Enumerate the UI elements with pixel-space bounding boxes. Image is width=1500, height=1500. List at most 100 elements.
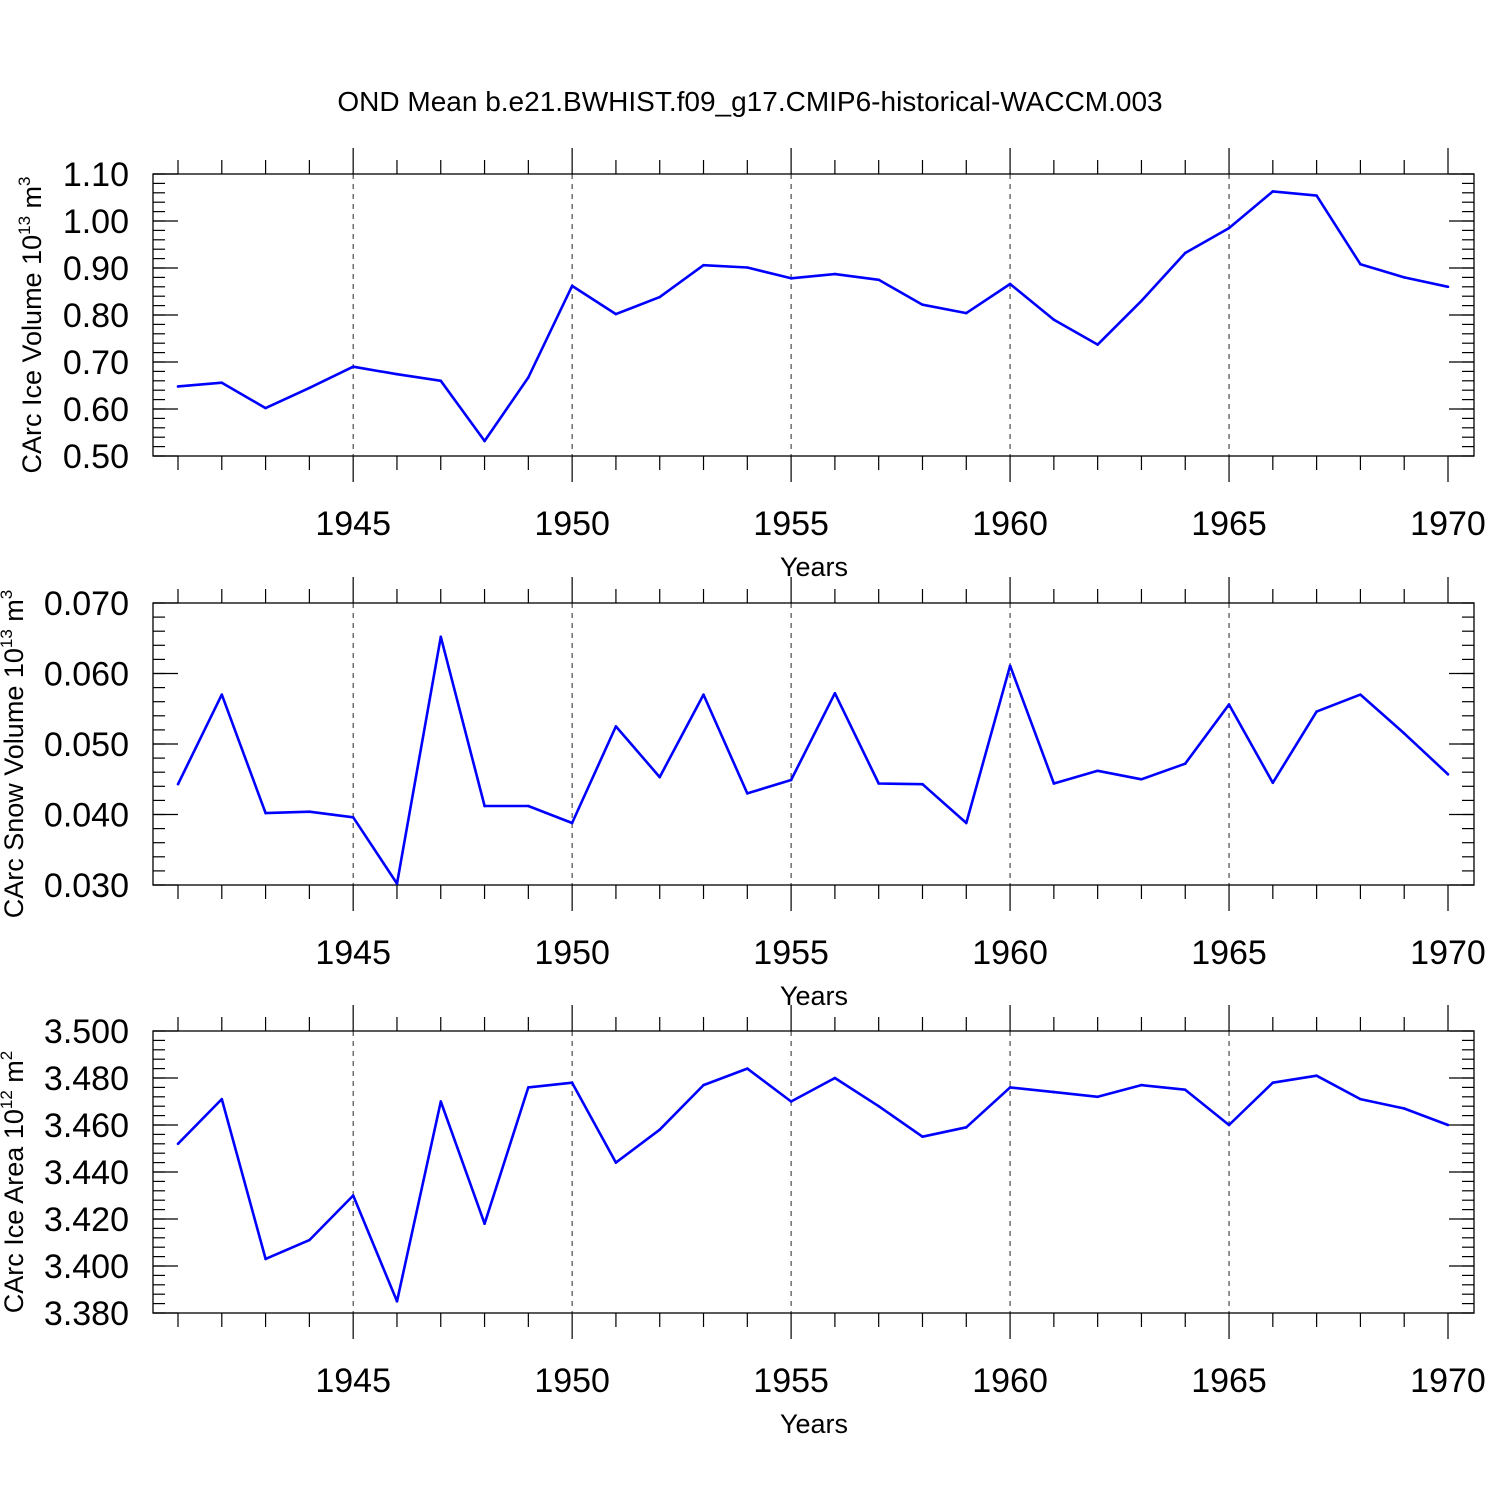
data-point [877, 782, 880, 785]
data-point [833, 272, 837, 276]
series-line-snow-volume [176, 635, 1449, 885]
data-point [1096, 769, 1099, 773]
data-point [833, 1076, 837, 1080]
data-point [351, 1194, 355, 1197]
y-tick-label: 0.90 [63, 250, 129, 288]
data-point [527, 804, 530, 808]
series-line-ice-volume [177, 190, 1449, 443]
data-point [1140, 299, 1143, 303]
data-point [1271, 1081, 1275, 1084]
x-axis-label: Years [780, 981, 848, 1011]
data-point [308, 386, 311, 390]
data-point [176, 1142, 180, 1146]
data-point [527, 376, 530, 379]
data-point [439, 1100, 443, 1103]
y-tick-label: 3.460 [44, 1107, 129, 1145]
data-point [1096, 1095, 1099, 1099]
panel-snow-volume: 0.070 0.060 0.050 0.040 0.030 1945 1950 1955 196… [0, 577, 1486, 1011]
panel-ice-volume: 1.10 1.00 0.90 0.80 0.70 0.60 0.50 1945 1950 1955… [15, 148, 1486, 582]
data-point [702, 1083, 705, 1087]
data-point [1359, 262, 1362, 266]
y-tick-label: 0.070 [44, 585, 129, 623]
data-point [921, 782, 924, 786]
y-axis-label-text: m [17, 186, 47, 216]
data-point [1096, 343, 1099, 346]
y-tick-label: 3.420 [44, 1201, 129, 1239]
data-point [1008, 664, 1012, 668]
y-tick-label: 1.10 [63, 156, 129, 194]
data-point [1446, 1123, 1450, 1127]
x-axis-label: Years [780, 552, 848, 582]
data-point [483, 804, 486, 808]
data-point [1446, 773, 1450, 776]
data-point [570, 284, 574, 288]
data-point [1183, 1088, 1187, 1092]
y-axis-label: CArc Ice Area 1012 m2 [0, 1051, 29, 1314]
y-tick-label: 0.060 [44, 656, 129, 694]
data-point [1315, 1074, 1318, 1077]
data-point [746, 266, 749, 269]
data-point [1008, 1086, 1012, 1089]
data-point [264, 811, 267, 815]
y-tick-label: 0.70 [63, 344, 129, 382]
x-tick-label: 1965 [1191, 505, 1267, 543]
data-point [1446, 285, 1450, 289]
y-axis-label-text: m [0, 599, 29, 629]
data-point [1359, 1097, 1362, 1101]
series-line-ice-area [177, 1067, 1449, 1303]
x-tick-label: 1945 [315, 934, 391, 972]
data-point [1227, 1123, 1231, 1127]
y-axis-label-text: CArc Snow Volume 10 [0, 648, 29, 918]
y-tick-label: 1.00 [63, 203, 129, 241]
y-tick-label: 3.480 [44, 1060, 129, 1098]
data-point [308, 1238, 311, 1242]
data-point [746, 792, 749, 795]
data-point [395, 882, 399, 885]
x-tick-label: 1960 [972, 1362, 1048, 1400]
y-axis-label-exponent: 2 [0, 1051, 16, 1060]
data-point [921, 303, 924, 306]
data-point [789, 1100, 793, 1103]
data-point [1271, 781, 1275, 785]
data-point [746, 1067, 749, 1070]
data-point [1052, 1090, 1056, 1094]
data-point [702, 263, 705, 267]
x-tick-label: 1950 [534, 934, 610, 972]
data-point [1140, 1083, 1143, 1087]
y-axis-label-exponent: 13 [15, 216, 34, 235]
data-point [220, 1097, 224, 1101]
data-point [1359, 693, 1362, 696]
data-point [877, 1104, 880, 1108]
x-tick-label: 1945 [315, 1362, 391, 1400]
y-tick-label: 0.80 [63, 297, 129, 335]
data-point [264, 1257, 267, 1261]
x-tick-label: 1970 [1410, 1362, 1486, 1400]
data-point [220, 381, 224, 384]
x-tick-label: 1970 [1410, 505, 1486, 543]
data-point [702, 693, 705, 696]
data-point [176, 385, 180, 388]
data-point [351, 365, 355, 369]
data-point [439, 379, 443, 383]
data-point [789, 277, 793, 280]
data-point [1315, 194, 1318, 197]
y-tick-label: 3.440 [44, 1154, 129, 1192]
x-tick-label: 1955 [753, 1362, 829, 1400]
y-axis-label-text: CArc Ice Volume 10 [17, 235, 47, 474]
figure-title: OND Mean b.e21.BWHIST.f09_g17.CMIP6-hist… [337, 86, 1162, 117]
data-point [176, 782, 180, 786]
data-point [1183, 762, 1187, 766]
y-tick-label: 0.050 [44, 726, 129, 764]
data-point [789, 778, 793, 782]
y-axis-label-text: CArc Ice Area 10 [0, 1109, 29, 1313]
y-axis-label-exponent: 3 [0, 590, 16, 599]
data-point [877, 278, 880, 282]
y-axis-label-text: m [0, 1060, 29, 1090]
data-point [1227, 226, 1231, 230]
data-point [483, 1222, 486, 1225]
x-tick-label: 1945 [315, 505, 391, 543]
data-point [395, 1299, 399, 1303]
y-tick-label: 0.040 [44, 797, 129, 835]
